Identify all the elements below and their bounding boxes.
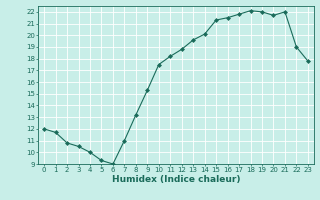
X-axis label: Humidex (Indice chaleur): Humidex (Indice chaleur) — [112, 175, 240, 184]
